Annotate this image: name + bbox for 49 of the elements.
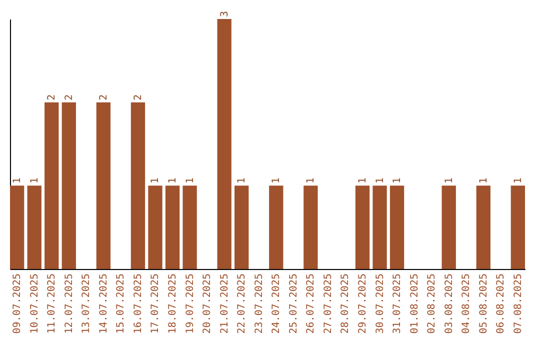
data-label: 1	[271, 178, 282, 184]
data-label: 1	[150, 178, 162, 184]
data-label: 1	[512, 178, 524, 184]
x-tick-label: 07.08.2025	[512, 274, 524, 334]
x-tick-label: 03.08.2025	[444, 274, 455, 334]
x-tick-label: 14.07.2025	[98, 274, 110, 334]
data-label: 2	[46, 94, 58, 100]
data-label: 2	[98, 94, 110, 100]
x-tick-label: 13.07.2025	[81, 274, 92, 334]
data-label: 3	[219, 10, 230, 17]
data-label: 1	[392, 178, 404, 184]
x-tick-label: 17.07.2025	[150, 274, 162, 334]
x-tick-label: 30.07.2025	[374, 274, 386, 334]
x-tick-label: 16.07.2025	[132, 274, 144, 334]
data-label: 1	[478, 178, 490, 184]
data-label: 1	[168, 178, 179, 184]
x-tick-label: 26.07.2025	[306, 274, 317, 334]
data-label: 1	[236, 178, 248, 184]
x-tick-label: 06.08.2025	[496, 274, 507, 334]
data-label: 1	[444, 178, 455, 184]
x-tick-label: 15.07.2025	[116, 274, 127, 334]
x-tick-label: 11.07.2025	[46, 274, 58, 334]
data-label: 2	[64, 94, 75, 100]
x-tick-label: 04.08.2025	[461, 274, 472, 334]
x-tick-label: 01.08.2025	[409, 274, 420, 334]
data-label: 1	[306, 178, 317, 184]
x-tick-label: 12.07.2025	[64, 274, 75, 334]
data-label: 1	[184, 178, 196, 184]
x-tick-label: 23.07.2025	[254, 274, 265, 334]
x-tick-label: 27.07.2025	[322, 274, 334, 334]
x-tick-label: 31.07.2025	[392, 274, 404, 334]
data-label: 2	[132, 94, 144, 100]
data-label: 1	[12, 178, 24, 184]
x-tick-label: 22.07.2025	[236, 274, 248, 334]
x-tick-label: 19.07.2025	[184, 274, 196, 334]
x-tick-label: 09.07.2025	[12, 274, 24, 334]
x-tick-label: 02.08.2025	[426, 274, 438, 334]
x-tick-label: 25.07.2025	[288, 274, 300, 334]
x-tick-label: 28.07.2025	[340, 274, 352, 334]
x-tick-label: 05.08.2025	[478, 274, 490, 334]
data-label: 1	[29, 178, 40, 184]
x-tick-label: 24.07.2025	[271, 274, 282, 334]
x-tick-label: 18.07.2025	[168, 274, 179, 334]
data-label: 1	[357, 178, 368, 184]
data-label: 1	[374, 178, 386, 184]
x-tick-label: 21.07.2025	[219, 274, 230, 334]
x-tick-label: 29.07.2025	[357, 274, 368, 334]
x-tick-label: 10.07.2025	[29, 274, 40, 334]
x-tick-label: 20.07.2025	[202, 274, 214, 334]
